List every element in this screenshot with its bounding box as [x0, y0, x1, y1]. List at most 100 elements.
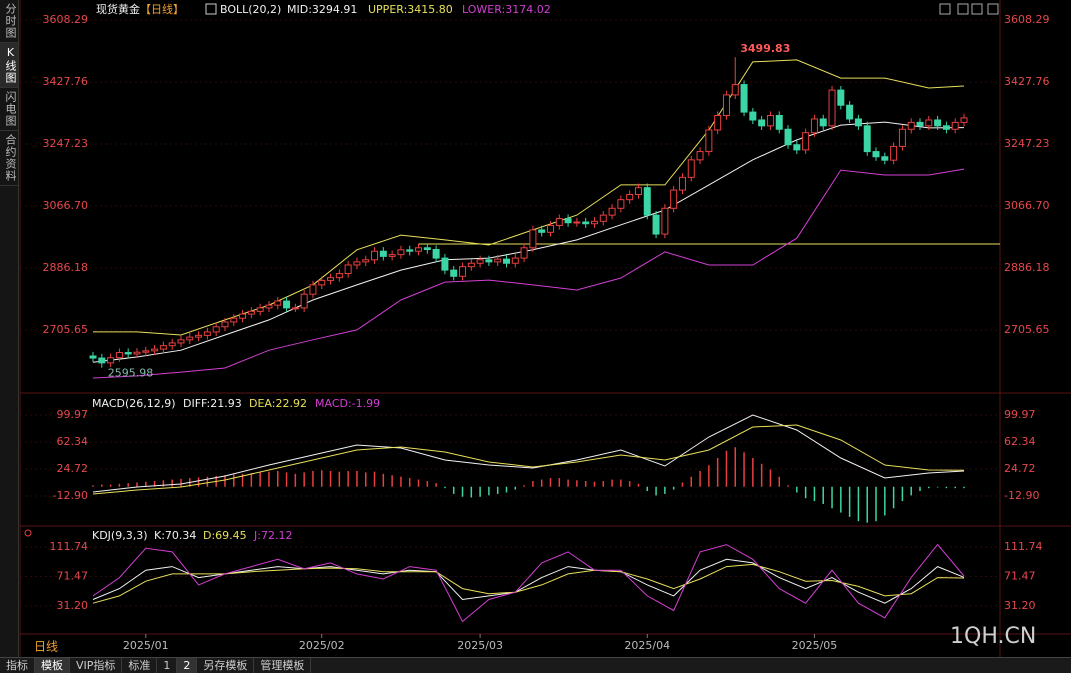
candle-body — [749, 111, 757, 121]
y-tick-label: 99.97 — [57, 408, 89, 421]
candle-body — [661, 207, 669, 235]
candle-body — [705, 129, 713, 153]
indicator-name: MACD(26,12,9) — [92, 397, 176, 410]
bottom-tab[interactable]: 指标 — [0, 658, 35, 673]
legend-entry: DIFF:21.93 — [183, 397, 242, 410]
bottom-tab[interactable]: 2 — [177, 658, 198, 673]
high-label: 3499.83 — [740, 42, 790, 55]
y-tick-label: 111.74 — [1004, 540, 1043, 553]
icon[interactable] — [971, 3, 983, 15]
candle-body — [432, 248, 440, 259]
candle-body — [230, 317, 238, 323]
candle-body — [362, 259, 370, 263]
legend-entry: K:70.34 — [154, 529, 196, 542]
candle-body — [388, 254, 396, 257]
chart: 现货黄金 【日线】 BOLL(20,2) MACD(26,12,9) KDJ(9… — [19, 0, 1071, 657]
candle-body — [731, 84, 739, 96]
candle-body — [353, 261, 361, 266]
candle-body — [309, 284, 317, 295]
bottom-tab[interactable]: 另存模板 — [197, 658, 255, 673]
candle-body — [687, 159, 695, 178]
candle-body — [784, 128, 792, 146]
candle-body — [555, 218, 563, 226]
bottom-tab[interactable]: 1 — [157, 658, 178, 673]
period[interactable]: 【日线】 — [140, 2, 184, 16]
candle-body — [239, 313, 247, 319]
bottom-tab[interactable]: 管理模板 — [254, 658, 312, 673]
candle-body — [529, 229, 537, 249]
candle-body — [714, 115, 722, 131]
candle-body — [186, 336, 194, 341]
panel: 99.97 99.97 62.34 62.34 24.72 24.72 -12.90 -12.… — [20, 397, 1039, 523]
panel: 3608.29 3608.29 3427.76 3427.76 3247.23 3247.… — [20, 3, 1050, 652]
candle-body — [775, 115, 783, 130]
indicator-line — [92, 424, 965, 495]
candle-body — [406, 249, 414, 252]
indicator-line — [92, 414, 965, 493]
y-tick-label: 2705.65 — [1004, 323, 1050, 336]
indicator-line — [92, 543, 965, 623]
candle-body — [960, 117, 968, 123]
legend-entry: MACD:-1.99 — [315, 397, 380, 410]
candle-body — [810, 118, 818, 134]
title: 现货黄金 — [96, 2, 140, 16]
candle-body — [670, 189, 678, 209]
y-tick-label: 71.47 — [57, 569, 89, 582]
y-tick-label: -12.90 — [53, 489, 88, 502]
indicator-icon[interactable] — [24, 529, 32, 537]
bottom-tab[interactable]: 标准 — [122, 658, 158, 673]
candle-body — [467, 262, 475, 268]
indicator-line — [92, 563, 965, 604]
candle-body — [907, 121, 915, 130]
candle-body — [652, 214, 660, 235]
y-tick-label: 2886.18 — [1004, 261, 1050, 274]
candle-body — [916, 121, 924, 127]
icon[interactable] — [987, 3, 999, 15]
y-tick-label: 2705.65 — [43, 323, 89, 336]
candle-body — [546, 224, 554, 233]
y-tick-label: 24.72 — [1004, 462, 1036, 475]
candle-body — [696, 151, 704, 161]
y-tick-label: 3247.23 — [1004, 137, 1050, 150]
candle-body — [344, 264, 352, 275]
y-tick-label: 3608.29 — [1004, 13, 1050, 26]
candle-body — [520, 247, 528, 259]
candle-body — [503, 258, 511, 264]
y-tick-label: 62.34 — [1004, 435, 1036, 448]
side-tab[interactable]: 分时图 — [0, 0, 18, 43]
candle-body — [371, 250, 379, 261]
icon[interactable] — [957, 3, 969, 15]
legend-entry: UPPER:3415.80 — [368, 3, 453, 16]
candle-body — [942, 125, 950, 130]
candle-body — [265, 304, 273, 309]
candle-body — [582, 221, 590, 225]
icon[interactable] — [939, 3, 951, 15]
legend-entry: MID:3294.91 — [287, 3, 357, 16]
candle-body — [168, 342, 176, 347]
candle-body — [221, 321, 229, 328]
candle-body — [247, 310, 255, 315]
legend-entry: DEA:22.92 — [249, 397, 307, 410]
candle-body — [511, 257, 519, 264]
candle-body — [159, 345, 167, 350]
candle-body — [423, 247, 431, 250]
period-label[interactable]: 日线 — [34, 640, 58, 654]
candle-body — [98, 357, 106, 364]
candle-body — [608, 207, 616, 216]
candle-body — [722, 94, 730, 117]
y-tick-label: 3247.23 — [43, 137, 89, 150]
y-tick-label: 62.34 — [57, 435, 89, 448]
candle-body — [450, 269, 458, 277]
icon[interactable] — [205, 3, 217, 15]
bottom-tab[interactable]: VIP指标 — [70, 658, 123, 673]
candle-body — [195, 334, 203, 338]
candle-body — [740, 84, 748, 113]
bottom-tab[interactable]: 模板 — [35, 658, 70, 673]
side-tab[interactable]: 闪电图 — [0, 88, 18, 131]
side-tab[interactable]: K线图 — [0, 43, 18, 88]
candle-body — [828, 89, 836, 127]
y-tick-label: 24.72 — [57, 462, 89, 475]
x-tick-label: 2025/01 — [123, 639, 169, 652]
candle-body — [476, 259, 484, 264]
side-tab[interactable]: 合约资料 — [0, 131, 18, 186]
